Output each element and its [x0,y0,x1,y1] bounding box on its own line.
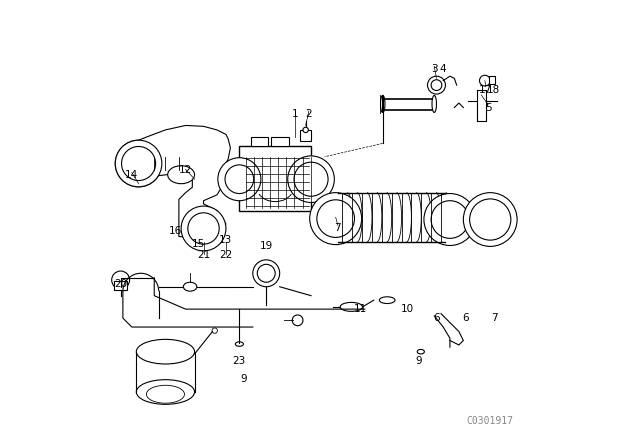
Ellipse shape [168,166,195,184]
Text: 22: 22 [220,250,232,260]
Text: 2: 2 [305,109,312,119]
Circle shape [292,315,303,326]
Bar [271,137,289,146]
Circle shape [115,140,162,187]
Circle shape [294,162,328,196]
Circle shape [257,264,275,282]
Text: 18: 18 [487,85,500,95]
Circle shape [310,193,362,245]
Text: 7: 7 [492,313,498,323]
Text: 9: 9 [415,356,422,366]
Text: 21: 21 [197,250,210,260]
Ellipse shape [340,302,362,311]
Bar [490,76,495,84]
Circle shape [470,199,511,240]
Circle shape [303,127,308,133]
Text: 4: 4 [440,65,447,74]
Bar [251,137,269,146]
Circle shape [218,158,261,201]
Circle shape [112,271,130,289]
Text: 17: 17 [479,85,492,95]
Bar [300,130,311,141]
Circle shape [463,193,517,246]
Text: 13: 13 [220,235,232,245]
Circle shape [288,156,334,202]
Ellipse shape [417,349,424,354]
Bar [239,146,311,211]
Circle shape [123,148,154,179]
Text: 19: 19 [260,241,273,251]
Text: 10: 10 [401,304,414,314]
Ellipse shape [136,380,195,404]
Ellipse shape [380,95,385,112]
Text: 14: 14 [125,170,138,180]
Circle shape [253,260,280,287]
Text: 5: 5 [484,103,492,112]
Text: 23: 23 [233,356,246,366]
Circle shape [115,140,162,187]
Circle shape [431,201,468,238]
Text: 15: 15 [191,239,205,249]
Ellipse shape [236,342,243,346]
Ellipse shape [432,95,436,112]
Ellipse shape [212,328,218,333]
Circle shape [424,194,476,246]
Text: 16: 16 [169,226,182,236]
Ellipse shape [184,282,197,291]
Text: 20: 20 [114,280,127,289]
Circle shape [428,76,445,94]
Bar [114,281,127,290]
Circle shape [188,213,219,244]
Ellipse shape [380,297,395,304]
Polygon shape [139,125,230,237]
Text: 9: 9 [241,374,247,383]
Text: 3: 3 [431,65,438,74]
Text: 11: 11 [354,304,367,314]
Circle shape [317,200,355,237]
Text: C0301917: C0301917 [467,416,514,426]
Circle shape [181,206,226,251]
Text: 1: 1 [292,109,299,119]
Circle shape [225,165,253,194]
Ellipse shape [147,385,184,403]
Text: 7: 7 [335,224,341,233]
Ellipse shape [136,340,195,364]
Circle shape [479,75,490,86]
Text: 6: 6 [433,313,440,323]
Text: 6: 6 [462,313,469,323]
Circle shape [122,146,156,181]
Circle shape [431,80,442,90]
Text: 12: 12 [179,165,192,175]
